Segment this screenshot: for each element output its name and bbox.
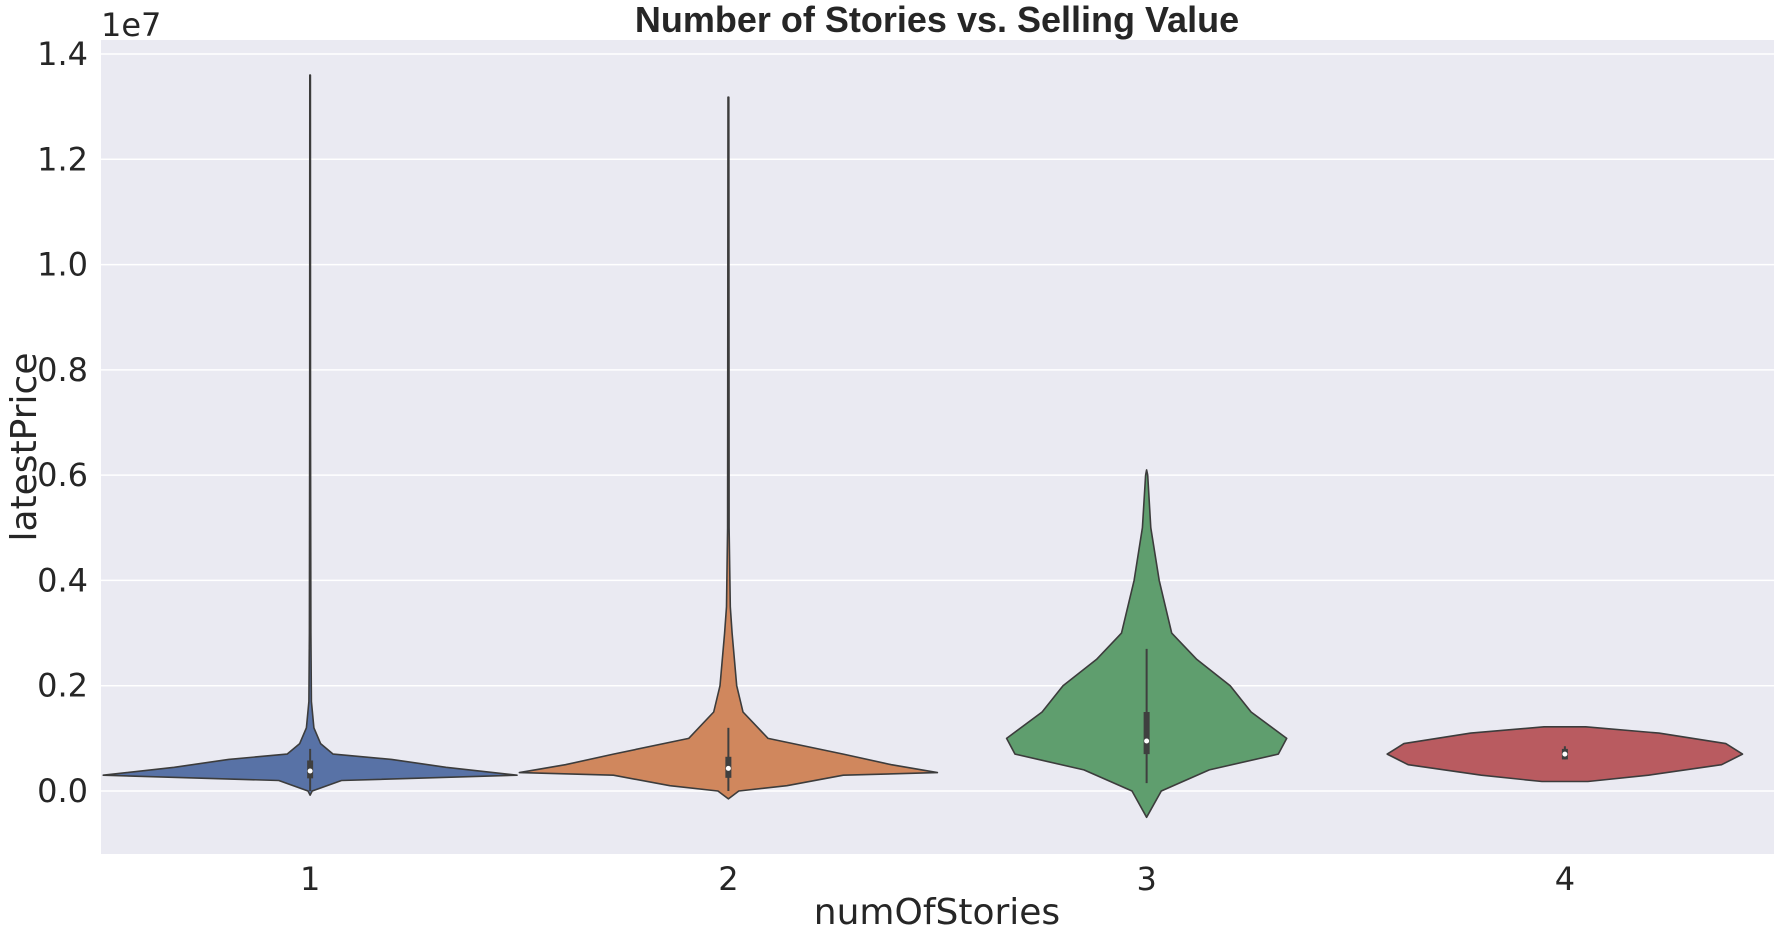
chart-title: Number of Stories vs. Selling Value [635, 0, 1239, 40]
violin-1 [102, 74, 518, 796]
median-marker-1 [307, 768, 313, 774]
plot-area [101, 40, 1774, 854]
x-tick-label: 1 [300, 860, 320, 898]
x-tick-labels: 1 2 3 4 [300, 860, 1575, 898]
gridlines [101, 53, 1774, 792]
y-tick-label: 0.0 [37, 772, 88, 810]
x-tick-label: 4 [1555, 860, 1575, 898]
median-marker-2 [725, 765, 731, 771]
violin-3 [1005, 469, 1288, 819]
y-tick-label: 1.4 [37, 35, 88, 73]
y-axis-label: latestPrice [4, 352, 45, 541]
y-tick-label: 1.2 [37, 140, 88, 178]
y-tick-label: 0.6 [37, 456, 88, 494]
y-axis-offset-label: 1e7 [101, 6, 161, 44]
y-tick-labels: 0.0 0.2 0.4 0.6 0.8 1.0 1.2 1.4 [37, 35, 88, 810]
violin-2 [518, 96, 939, 800]
x-axis-label: numOfStories [814, 892, 1060, 933]
y-tick-label: 0.2 [37, 667, 88, 705]
y-tick-label: 1.0 [37, 246, 88, 284]
median-marker-4 [1562, 751, 1568, 757]
x-tick-label: 2 [718, 860, 738, 898]
median-marker-3 [1144, 738, 1150, 744]
y-tick-label: 0.4 [37, 561, 88, 599]
y-tick-label: 0.8 [37, 351, 88, 389]
violins [102, 74, 1744, 819]
x-tick-label: 3 [1136, 860, 1156, 898]
